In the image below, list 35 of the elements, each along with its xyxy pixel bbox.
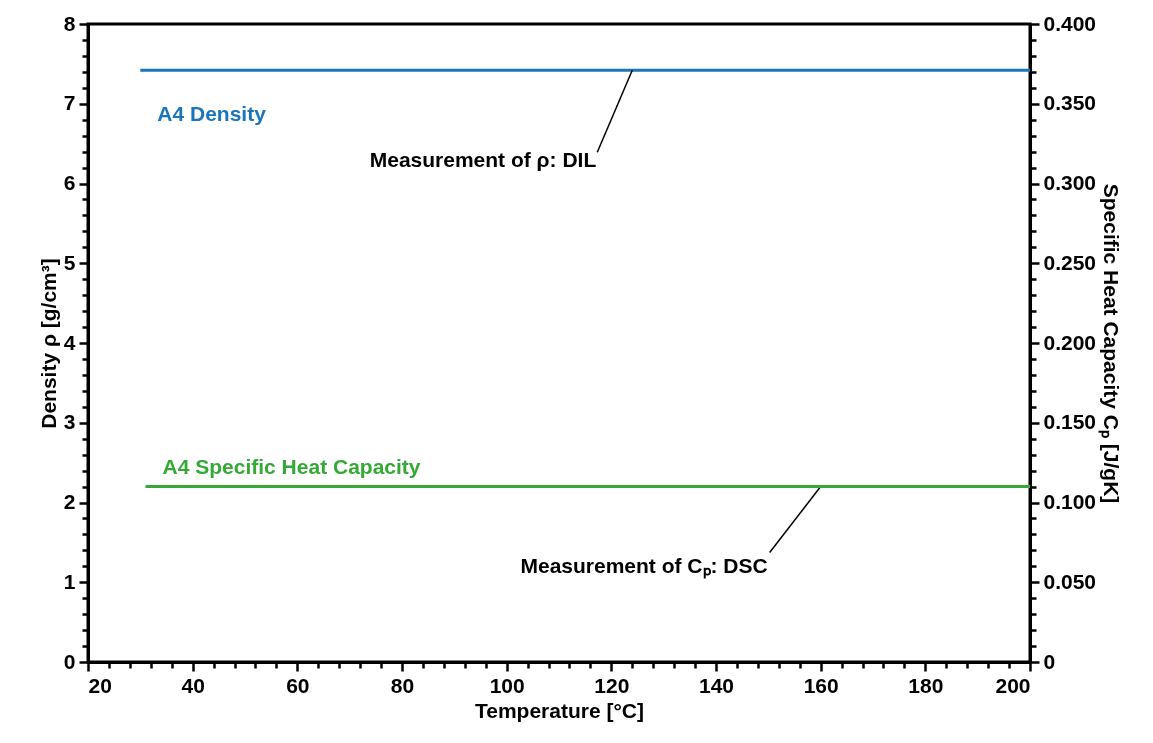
y2-tick-label: 0.150 — [1043, 410, 1097, 434]
y-tick-label: 2 — [63, 490, 76, 513]
x-axis-title: Temperature [°C] — [474, 698, 645, 722]
y-tick-label: 3 — [63, 410, 76, 434]
y2-tick-label: 0.300 — [1043, 171, 1097, 194]
series-label: A4 Specific Heat Capacity — [162, 454, 421, 478]
x-tick-label: 100 — [489, 673, 525, 697]
y2-tick-label: 0.400 — [1043, 11, 1097, 35]
y2-tick-label: 0 — [1043, 649, 1056, 673]
y2-axis-title: Specific Heat Capacity Cₚ [J/gK] — [1098, 183, 1124, 504]
y2-tick-label: 0.050 — [1043, 569, 1097, 593]
y2-tick-label: 0.200 — [1043, 330, 1097, 354]
x-tick-label: 20 — [88, 673, 112, 697]
x-tick-label: 120 — [594, 673, 630, 697]
y2-tick-label: 0.100 — [1043, 490, 1097, 513]
y-tick-label: 8 — [63, 11, 76, 35]
y-tick-label: 4 — [63, 330, 76, 354]
y-tick-label: 5 — [63, 250, 76, 274]
y-tick-label: 1 — [63, 569, 76, 593]
x-tick-label: 40 — [181, 673, 205, 697]
x-tick-label: 180 — [908, 673, 944, 697]
x-tick-label: 140 — [698, 673, 735, 697]
x-tick-label: 160 — [803, 673, 839, 697]
annotation: Measurement of ρ: DIL — [369, 148, 597, 172]
x-tick-label: 80 — [390, 673, 415, 697]
x-tick-label: 60 — [286, 673, 310, 697]
y-axis-title: Density ρ [g/cm³] — [36, 258, 60, 429]
y-tick-label: 0 — [63, 649, 76, 673]
annotation: Measurement of Cₚ: DSC — [520, 553, 768, 579]
y-tick-label: 7 — [63, 91, 76, 115]
y2-tick-label: 0.350 — [1043, 91, 1097, 115]
series-label: A4 Density — [157, 102, 267, 126]
x-tick-label: 200 — [995, 673, 1031, 697]
y-tick-label: 6 — [63, 171, 76, 194]
y2-tick-label: 0.250 — [1043, 250, 1097, 274]
